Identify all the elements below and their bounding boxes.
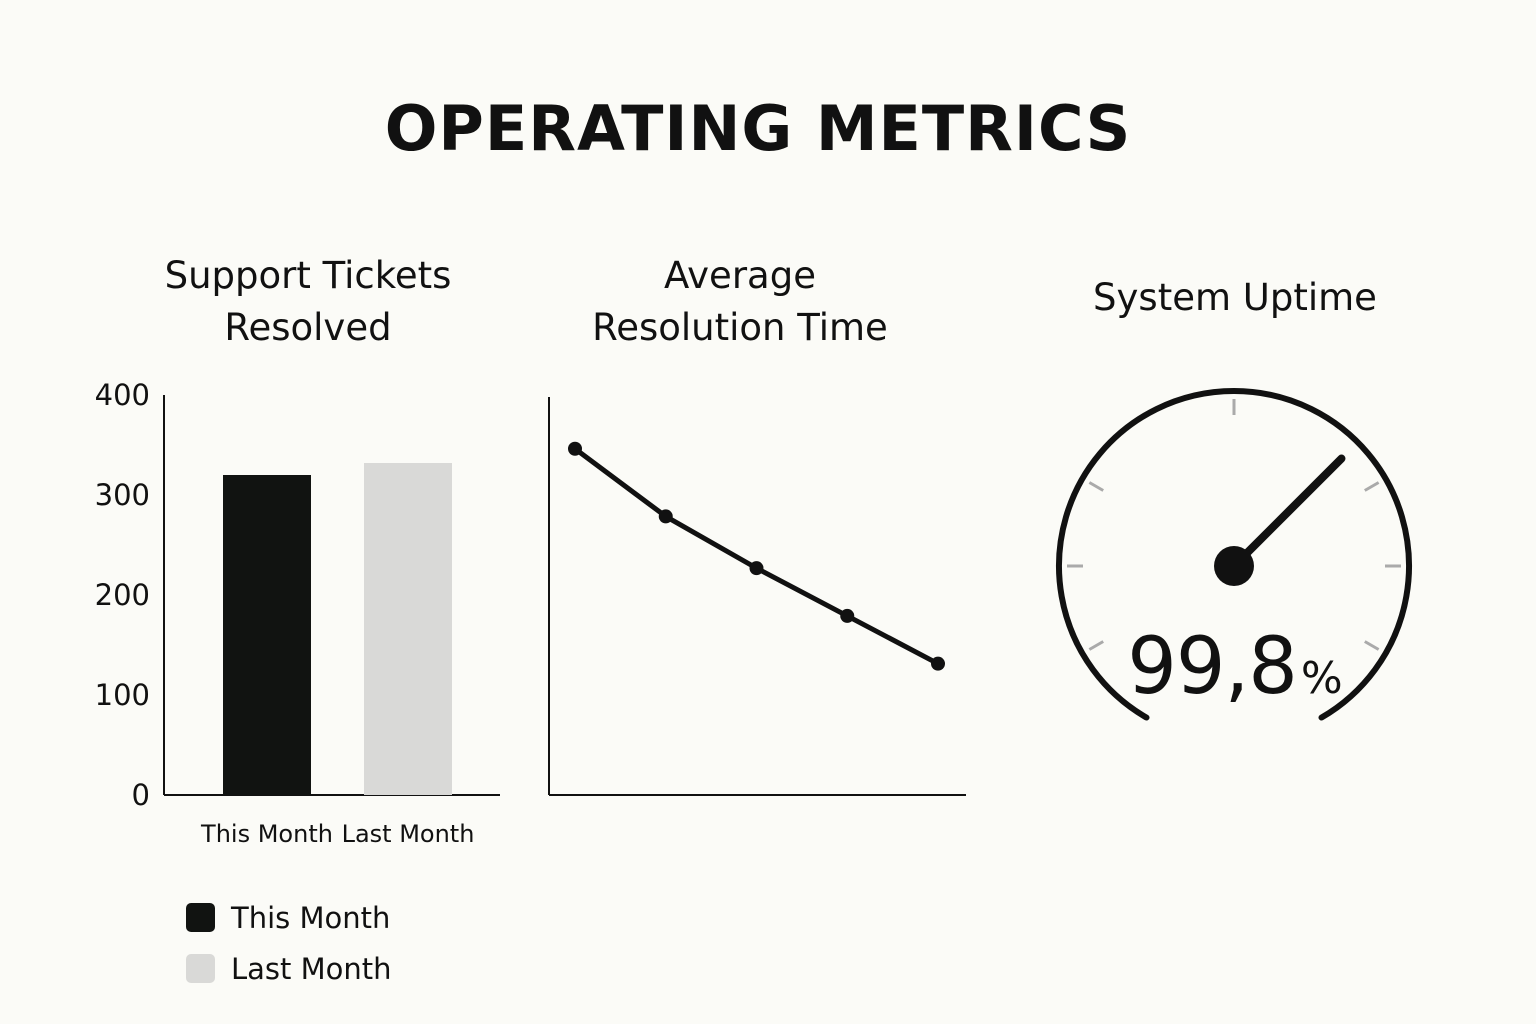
gauge-hub <box>1214 546 1254 586</box>
line-series <box>572 446 941 667</box>
bar-chart: 400 300 200 100 0 This Month Last Month <box>95 378 500 848</box>
line-point <box>568 441 582 456</box>
legend-label-last-month: Last Month <box>231 951 392 986</box>
uptime-title: System Uptime <box>1093 276 1377 319</box>
bar-y-tick-label: 0 <box>132 778 150 812</box>
legend-item-last-month: Last Month <box>186 943 392 994</box>
bar-category-label: This Month <box>200 820 333 848</box>
resolution-title-line2: Resolution Time <box>592 306 888 349</box>
gauge-arc <box>1056 388 1412 721</box>
tickets-chart-title: Support Tickets Resolved <box>108 250 508 354</box>
line-chart <box>548 397 966 796</box>
legend-swatch-this-month <box>186 903 215 932</box>
uptime-value-number: 99,8 <box>1127 622 1298 712</box>
uptime-gauge-title: System Uptime <box>1035 272 1435 324</box>
gauge-tick <box>1088 640 1104 651</box>
gauge-tick <box>1088 481 1104 492</box>
bar-y-tick-label: 300 <box>95 478 150 512</box>
tickets-title-line1: Support Tickets <box>164 254 452 297</box>
bar-y-tick-label: 200 <box>95 578 150 612</box>
resolution-title-line1: Average <box>664 254 816 297</box>
gauge-tick <box>1364 481 1380 492</box>
legend-swatch-last-month <box>186 954 215 983</box>
line-point <box>931 656 945 671</box>
line-point <box>658 509 673 524</box>
gauge-tick <box>1364 640 1380 651</box>
tickets-title-line2: Resolved <box>224 306 392 349</box>
uptime-value-unit: % <box>1300 653 1343 704</box>
bar-chart-legend: This Month Last Month <box>186 892 392 994</box>
bar-this-month <box>223 475 311 795</box>
uptime-gauge <box>1056 388 1412 721</box>
line-point <box>749 561 764 576</box>
legend-label-this-month: This Month <box>231 900 391 935</box>
bar-y-tick-label: 100 <box>95 678 150 712</box>
line-point <box>840 608 855 623</box>
page-title: OPERATING METRICS <box>384 92 1132 165</box>
uptime-value: 99,8% <box>1085 622 1385 712</box>
bar-last-month <box>364 463 452 795</box>
bar-y-tick-label: 400 <box>95 378 150 412</box>
bar-category-label: Last Month <box>342 820 475 848</box>
resolution-chart-title: Average Resolution Time <box>540 250 940 354</box>
legend-item-this-month: This Month <box>186 892 392 943</box>
gauge-needle <box>1230 454 1346 570</box>
